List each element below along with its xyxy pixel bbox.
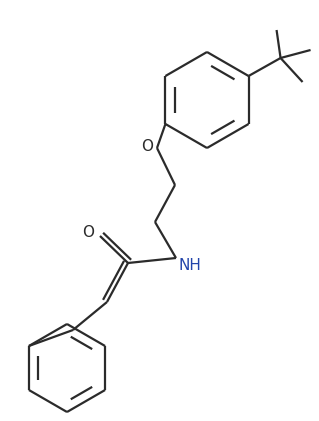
Text: NH: NH <box>179 258 201 274</box>
Text: O: O <box>141 139 153 154</box>
Text: O: O <box>82 224 94 240</box>
